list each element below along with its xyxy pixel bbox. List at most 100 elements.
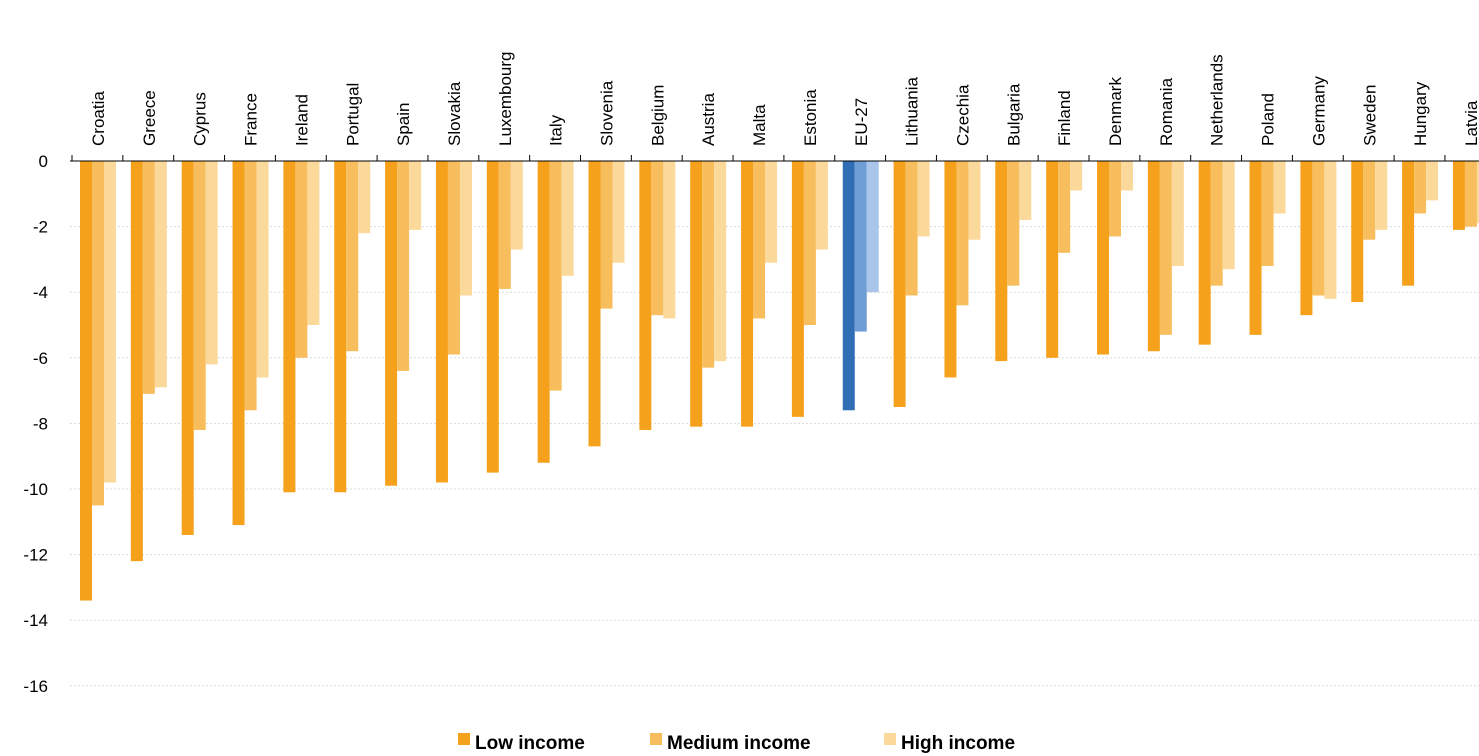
category-label-malta: Malta xyxy=(750,104,769,146)
category-label-slovakia: Slovakia xyxy=(445,81,464,146)
bar-belgium-high-income xyxy=(663,161,676,319)
category-label-bulgaria: Bulgaria xyxy=(1004,83,1023,146)
legend-swatch-high-income xyxy=(884,733,896,745)
bar-malta-medium-income xyxy=(753,161,766,319)
category-label-lithuania: Lithuania xyxy=(903,76,922,146)
bar-finland-low-income xyxy=(1046,161,1059,358)
category-label-hungary: Hungary xyxy=(1411,81,1430,146)
category-label-italy: Italy xyxy=(547,114,566,146)
bar-croatia-high-income xyxy=(104,161,116,483)
bar-france-medium-income xyxy=(244,161,257,411)
bar-ireland-medium-income xyxy=(295,161,308,358)
bars xyxy=(80,161,1479,601)
bar-croatia-medium-income xyxy=(92,161,104,506)
bar-croatia-low-income xyxy=(80,161,92,601)
category-label-denmark: Denmark xyxy=(1106,77,1125,146)
category-label-france: France xyxy=(242,93,261,146)
category-label-cyprus: Cyprus xyxy=(191,92,210,146)
bar-germany-medium-income xyxy=(1312,161,1325,296)
y-tick-label: -12 xyxy=(23,546,48,565)
bar-hungary-medium-income xyxy=(1414,161,1427,214)
bar-denmark-high-income xyxy=(1121,161,1133,191)
legend-swatch-low-income xyxy=(458,733,470,745)
bar-bulgaria-low-income xyxy=(995,161,1008,362)
legend-swatch-medium-income xyxy=(650,733,662,745)
legend-label-medium-income: Medium income xyxy=(667,733,811,754)
bar-netherlands-low-income xyxy=(1198,161,1211,345)
bar-lithuania-low-income xyxy=(893,161,906,407)
category-label-slovenia: Slovenia xyxy=(598,80,617,146)
bar-belgium-low-income xyxy=(639,161,652,430)
bar-estonia-high-income xyxy=(815,161,828,250)
bar-malta-high-income xyxy=(765,161,778,263)
bar-luxembourg-medium-income xyxy=(498,161,511,289)
bar-spain-high-income xyxy=(409,161,422,230)
bar-slovenia-low-income xyxy=(588,161,601,447)
bar-czechia-medium-income xyxy=(956,161,969,306)
bar-slovenia-high-income xyxy=(612,161,625,263)
bar-czechia-high-income xyxy=(968,161,981,240)
bar-france-low-income xyxy=(232,161,245,526)
bar-estonia-low-income xyxy=(791,161,804,417)
bar-denmark-medium-income xyxy=(1109,161,1121,237)
bar-slovakia-low-income xyxy=(435,161,448,483)
bar-portugal-low-income xyxy=(334,161,347,493)
bar-romania-low-income xyxy=(1147,161,1160,352)
category-label-luxembourg: Luxembourg xyxy=(496,51,515,146)
bar-netherlands-medium-income xyxy=(1210,161,1223,286)
bar-sweden-low-income xyxy=(1351,161,1364,303)
bar-slovakia-high-income xyxy=(459,161,472,296)
bar-estonia-medium-income xyxy=(803,161,816,325)
bar-latvia-high-income xyxy=(1476,161,1479,224)
bar-spain-low-income xyxy=(385,161,398,486)
x-axis xyxy=(70,155,1479,162)
bar-greece-high-income xyxy=(154,161,167,388)
bar-germany-low-income xyxy=(1300,161,1313,316)
bar-slovenia-medium-income xyxy=(600,161,613,309)
bar-luxembourg-low-income xyxy=(486,161,499,473)
bar-eu-27-low-income xyxy=(842,161,855,411)
bar-austria-low-income xyxy=(690,161,703,427)
bar-ireland-low-income xyxy=(283,161,296,493)
category-labels: Croatia Greece Cyprus France Ireland Portugal… xyxy=(89,51,1479,146)
category-label-belgium: Belgium xyxy=(648,85,667,146)
bar-greece-low-income xyxy=(130,161,143,562)
bar-slovakia-medium-income xyxy=(447,161,460,355)
bar-belgium-medium-income xyxy=(651,161,664,316)
bar-finland-high-income xyxy=(1070,161,1083,191)
bar-eu-27-medium-income xyxy=(854,161,867,332)
y-tick-label: -8 xyxy=(33,414,48,433)
gridlines xyxy=(70,226,1479,687)
y-tick-label: -4 xyxy=(33,283,48,302)
y-tick-label: -6 xyxy=(33,349,48,368)
bar-austria-medium-income xyxy=(702,161,715,368)
category-label-romania: Romania xyxy=(1157,77,1176,146)
bar-latvia-medium-income xyxy=(1464,161,1477,227)
category-label-latvia: Latvia xyxy=(1462,100,1479,146)
bar-czechia-low-income xyxy=(944,161,957,378)
bar-denmark-low-income xyxy=(1097,161,1109,355)
category-label-greece: Greece xyxy=(140,90,159,146)
y-tick-label: 0 xyxy=(39,152,48,171)
bar-ireland-high-income xyxy=(307,161,320,325)
category-label-portugal: Portugal xyxy=(343,83,362,146)
bar-spain-medium-income xyxy=(397,161,410,371)
bar-bulgaria-medium-income xyxy=(1007,161,1020,286)
bar-poland-low-income xyxy=(1249,161,1262,335)
bar-latvia-low-income xyxy=(1452,161,1465,230)
bar-lithuania-medium-income xyxy=(905,161,918,296)
bar-portugal-high-income xyxy=(358,161,371,234)
category-label-austria: Austria xyxy=(699,93,718,146)
bar-poland-medium-income xyxy=(1261,161,1274,266)
category-label-sweden: Sweden xyxy=(1360,85,1379,146)
category-label-poland: Poland xyxy=(1259,93,1278,146)
y-tick-label: -16 xyxy=(23,677,48,696)
legend: Low income Medium income High income xyxy=(458,733,1015,754)
bar-italy-medium-income xyxy=(549,161,562,391)
bar-germany-high-income xyxy=(1324,161,1337,299)
bar-greece-medium-income xyxy=(142,161,155,394)
y-axis-ticks: 0 -2 -4 -6 -8 -10 -12 -14 -16 xyxy=(23,152,48,696)
category-label-croatia: Croatia xyxy=(89,91,108,146)
